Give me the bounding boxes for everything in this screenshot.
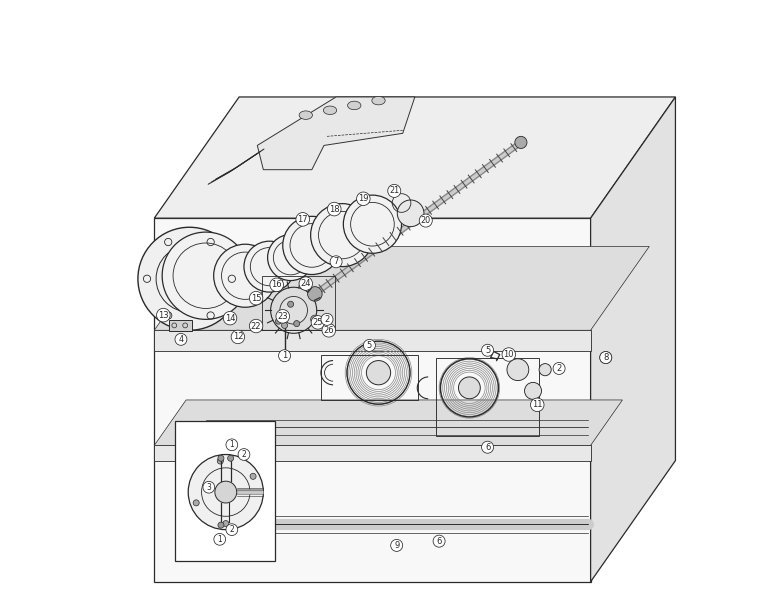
Text: 15: 15 bbox=[251, 294, 261, 302]
Ellipse shape bbox=[347, 101, 361, 110]
Text: 23: 23 bbox=[277, 312, 288, 321]
Bar bbox=[436, 358, 539, 436]
Text: 2: 2 bbox=[241, 450, 246, 459]
Bar bbox=[321, 355, 418, 400]
Text: 2: 2 bbox=[556, 364, 562, 373]
Circle shape bbox=[507, 359, 529, 381]
Circle shape bbox=[307, 287, 322, 301]
Text: 6: 6 bbox=[437, 537, 442, 545]
Ellipse shape bbox=[344, 195, 401, 253]
Text: 1: 1 bbox=[229, 441, 234, 449]
Ellipse shape bbox=[268, 235, 313, 281]
Ellipse shape bbox=[323, 106, 337, 115]
Text: 8: 8 bbox=[603, 353, 609, 362]
Ellipse shape bbox=[162, 232, 249, 319]
Ellipse shape bbox=[213, 244, 277, 307]
Ellipse shape bbox=[366, 361, 391, 385]
Text: 7: 7 bbox=[333, 258, 339, 266]
Circle shape bbox=[223, 521, 229, 527]
Text: 21: 21 bbox=[389, 187, 400, 195]
Text: 17: 17 bbox=[298, 215, 308, 224]
Text: 16: 16 bbox=[271, 281, 282, 289]
Bar bbox=[170, 320, 192, 331]
Text: 24: 24 bbox=[301, 279, 311, 288]
Text: 22: 22 bbox=[251, 322, 261, 330]
Text: 1: 1 bbox=[217, 535, 222, 544]
Text: 13: 13 bbox=[158, 311, 169, 319]
Text: 12: 12 bbox=[232, 333, 243, 341]
Text: 6: 6 bbox=[485, 443, 491, 451]
Bar bbox=[176, 421, 276, 561]
Circle shape bbox=[310, 315, 319, 324]
Ellipse shape bbox=[280, 296, 307, 324]
Text: 25: 25 bbox=[313, 318, 323, 327]
Ellipse shape bbox=[283, 216, 341, 275]
Text: 2: 2 bbox=[324, 315, 329, 324]
Ellipse shape bbox=[244, 241, 295, 292]
Ellipse shape bbox=[310, 204, 374, 267]
Text: 4: 4 bbox=[179, 335, 183, 344]
Polygon shape bbox=[154, 218, 590, 582]
Ellipse shape bbox=[188, 454, 263, 530]
Polygon shape bbox=[257, 97, 415, 170]
Polygon shape bbox=[154, 400, 622, 445]
Text: 19: 19 bbox=[358, 195, 369, 203]
Ellipse shape bbox=[138, 227, 241, 330]
Text: 26: 26 bbox=[323, 326, 334, 335]
Circle shape bbox=[294, 321, 300, 327]
Circle shape bbox=[228, 455, 234, 461]
Text: 5: 5 bbox=[485, 346, 491, 355]
Circle shape bbox=[276, 318, 282, 324]
Text: 11: 11 bbox=[532, 401, 543, 409]
Text: 5: 5 bbox=[367, 341, 372, 350]
Circle shape bbox=[525, 382, 541, 399]
Circle shape bbox=[218, 455, 224, 461]
Bar bbox=[262, 276, 335, 330]
Text: 20: 20 bbox=[421, 216, 431, 225]
Ellipse shape bbox=[299, 111, 313, 119]
Text: 14: 14 bbox=[225, 314, 235, 322]
Circle shape bbox=[539, 364, 551, 376]
Text: 2: 2 bbox=[229, 525, 234, 534]
Text: 8: 8 bbox=[603, 353, 609, 362]
Circle shape bbox=[288, 301, 294, 307]
Polygon shape bbox=[590, 97, 675, 582]
Polygon shape bbox=[154, 445, 590, 461]
Ellipse shape bbox=[459, 377, 480, 399]
Ellipse shape bbox=[200, 516, 212, 533]
Polygon shape bbox=[154, 330, 590, 351]
Ellipse shape bbox=[215, 481, 237, 503]
Text: 9: 9 bbox=[394, 541, 399, 550]
Circle shape bbox=[282, 322, 288, 328]
Circle shape bbox=[218, 522, 224, 528]
Circle shape bbox=[515, 136, 527, 148]
Polygon shape bbox=[154, 97, 675, 218]
Circle shape bbox=[193, 500, 199, 506]
Ellipse shape bbox=[372, 96, 385, 105]
Polygon shape bbox=[154, 247, 650, 330]
Text: 3: 3 bbox=[207, 483, 211, 491]
Text: 10: 10 bbox=[503, 350, 514, 359]
Text: 1: 1 bbox=[282, 351, 287, 360]
Circle shape bbox=[217, 458, 223, 464]
Circle shape bbox=[250, 473, 256, 479]
Text: 18: 18 bbox=[329, 205, 340, 213]
Circle shape bbox=[397, 200, 424, 227]
